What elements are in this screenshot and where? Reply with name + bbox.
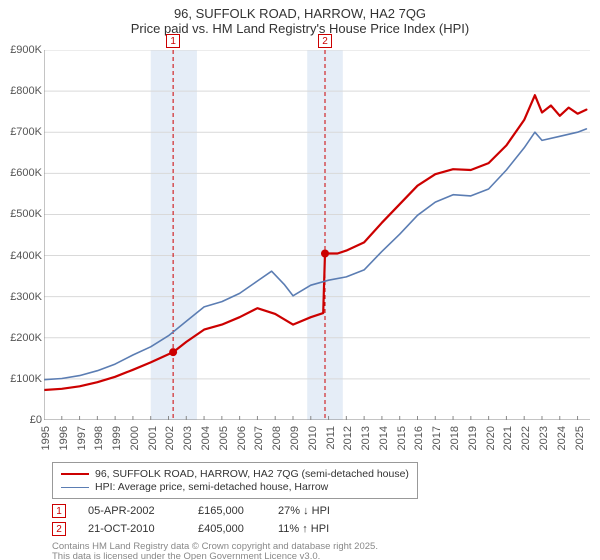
y-tick-label: £0: [2, 414, 42, 426]
x-tick-label: 2008: [271, 426, 283, 450]
chart-svg: [44, 50, 590, 420]
chart-area: [44, 50, 590, 420]
x-tick-label: 2022: [520, 426, 532, 450]
x-tick-label: 2005: [218, 426, 230, 450]
x-tick-label: 1999: [111, 426, 123, 450]
x-tick-label: 2012: [342, 426, 354, 450]
chart-title-subtitle: Price paid vs. HM Land Registry's House …: [0, 21, 600, 36]
x-tick-label: 2009: [289, 426, 301, 450]
sale-row-diff: 11% ↑ HPI: [278, 523, 378, 535]
y-tick-label: £100K: [2, 373, 42, 385]
sale-row-marker: 2: [52, 522, 66, 536]
sale-row-price: £165,000: [198, 505, 278, 517]
x-tick-label: 2020: [485, 426, 497, 450]
x-tick-label: 2003: [182, 426, 194, 450]
sale-row-marker: 1: [52, 504, 66, 518]
legend-row: 96, SUFFOLK ROAD, HARROW, HA2 7QG (semi-…: [61, 468, 409, 480]
x-tick-label: 1995: [40, 426, 52, 450]
x-tick-label: 1998: [93, 426, 105, 450]
sales-table: 1 05-APR-2002£165,00027% ↓ HPI 2 21-OCT-201…: [52, 504, 378, 540]
x-tick-label: 2018: [449, 426, 461, 450]
x-tick-label: 2015: [396, 426, 408, 450]
y-tick-label: £200K: [2, 332, 42, 344]
footer-attribution: Contains HM Land Registry data © Crown c…: [52, 542, 378, 560]
x-tick-label: 2019: [467, 426, 479, 450]
x-tick-label: 2001: [147, 426, 159, 450]
y-tick-label: £600K: [2, 167, 42, 179]
chart-container: 96, SUFFOLK ROAD, HARROW, HA2 7QG Price …: [0, 6, 600, 560]
sale-marker-box: 2: [318, 34, 332, 48]
x-tick-label: 2010: [307, 426, 319, 450]
legend-swatch: [61, 487, 89, 488]
sale-row: 2 21-OCT-2010£405,00011% ↑ HPI: [52, 522, 378, 536]
chart-legend: 96, SUFFOLK ROAD, HARROW, HA2 7QG (semi-…: [52, 462, 418, 499]
sale-row-price: £405,000: [198, 523, 278, 535]
x-tick-label: 2000: [129, 426, 141, 450]
x-tick-label: 2014: [378, 426, 390, 450]
y-tick-label: £700K: [2, 126, 42, 138]
sale-row-date: 21-OCT-2010: [88, 523, 198, 535]
y-tick-label: £900K: [2, 44, 42, 56]
legend-row: HPI: Average price, semi-detached house,…: [61, 481, 409, 493]
chart-title-address: 96, SUFFOLK ROAD, HARROW, HA2 7QG: [0, 6, 600, 21]
x-tick-label: 2011: [325, 426, 337, 450]
legend-swatch: [61, 473, 89, 475]
x-tick-label: 2016: [413, 426, 425, 450]
x-tick-label: 2004: [200, 426, 212, 450]
x-tick-label: 1997: [76, 426, 88, 450]
sale-row-date: 05-APR-2002: [88, 505, 198, 517]
y-tick-label: £800K: [2, 85, 42, 97]
footer-line2: This data is licensed under the Open Gov…: [52, 552, 378, 560]
sale-row: 1 05-APR-2002£165,00027% ↓ HPI: [52, 504, 378, 518]
y-tick-label: £300K: [2, 291, 42, 303]
sale-row-diff: 27% ↓ HPI: [278, 505, 378, 517]
x-tick-label: 2024: [556, 426, 568, 450]
sale-marker-box: 1: [166, 34, 180, 48]
x-tick-label: 2023: [538, 426, 550, 450]
x-tick-label: 2017: [431, 426, 443, 450]
x-tick-label: 2002: [164, 426, 176, 450]
x-tick-label: 2021: [502, 426, 514, 450]
y-tick-label: £500K: [2, 208, 42, 220]
x-tick-label: 2013: [360, 426, 372, 450]
x-tick-label: 2007: [253, 426, 265, 450]
y-tick-label: £400K: [2, 250, 42, 262]
x-tick-label: 1996: [58, 426, 70, 450]
x-tick-label: 2006: [236, 426, 248, 450]
legend-label: 96, SUFFOLK ROAD, HARROW, HA2 7QG (semi-…: [95, 468, 409, 480]
legend-label: HPI: Average price, semi-detached house,…: [95, 481, 328, 493]
x-tick-label: 2025: [574, 426, 586, 450]
